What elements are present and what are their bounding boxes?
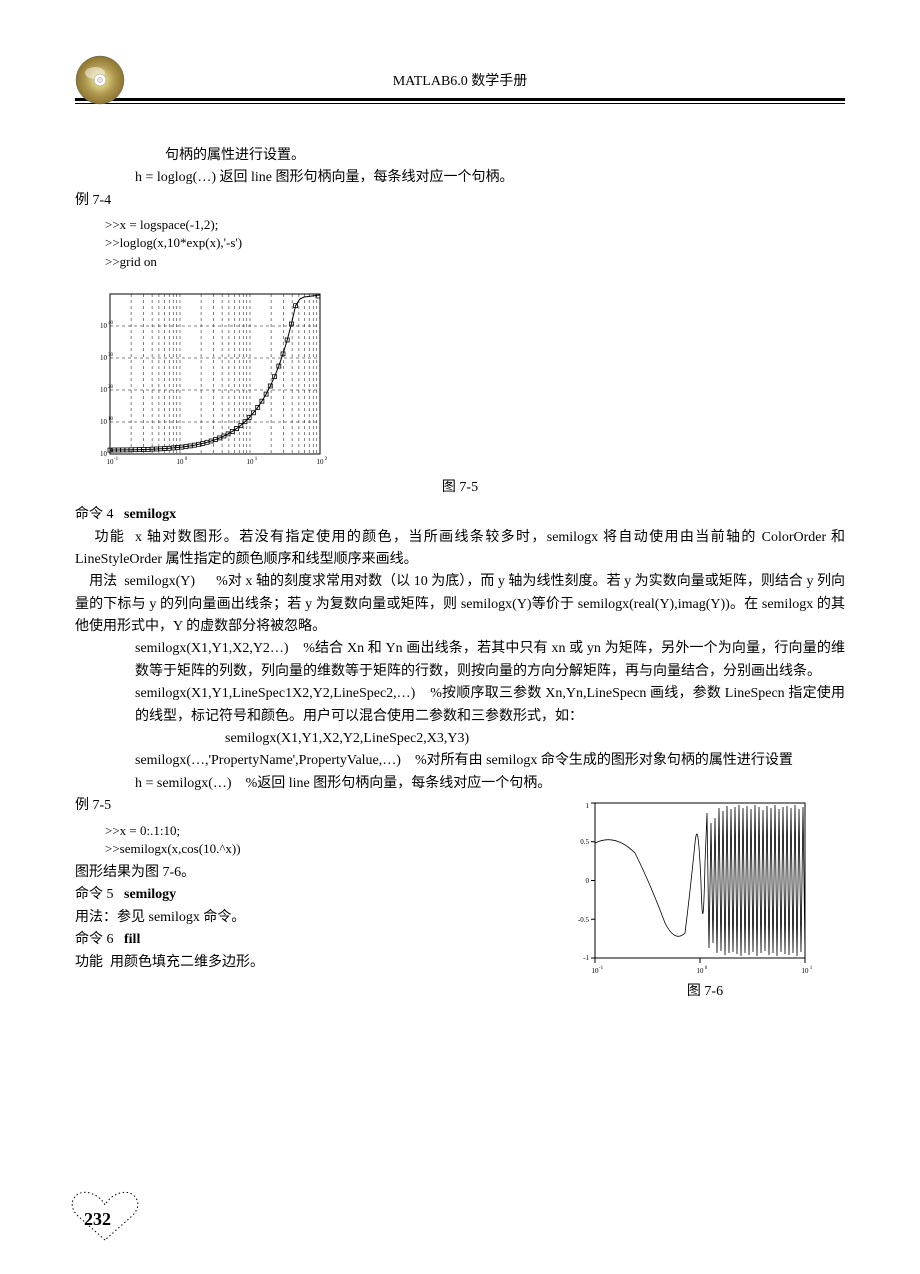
cmd4-label: 命令 4 (75, 507, 114, 522)
fig-7-5-chart: 10-1 100 101 102 100 1010 1020 1030 1040 (75, 286, 335, 471)
usage3-example: semilogx(X1,Y1,X2,Y2,LineSpec2,X3,Y3) (75, 728, 845, 750)
header-rule-thick (75, 98, 845, 101)
cmd5-name: semilogy (124, 887, 176, 902)
svg-text:10: 10 (107, 458, 115, 466)
usage5-cmd: h = semilogx(…) (135, 776, 232, 791)
svg-text:10: 10 (100, 354, 108, 362)
code-line: >>semilogx(x,cos(10.^x)) (105, 840, 545, 858)
svg-text:30: 30 (108, 353, 114, 358)
svg-text:20: 20 (108, 385, 114, 390)
example-7-5-label: 例 7-5 (75, 795, 545, 817)
usage-label: 用法 (89, 574, 117, 589)
usage3-cmd: semilogx(X1,Y1,LineSpec1X2,Y2,LineSpec2,… (135, 686, 415, 701)
svg-text:10: 10 (697, 967, 705, 975)
svg-text:10: 10 (802, 967, 810, 975)
svg-text:40: 40 (108, 321, 114, 326)
fig-7-5-caption: 图 7-5 (75, 477, 845, 499)
usage4-desc: %对所有由 semilogx 命令生成的图形对象句柄的属性进行设置 (415, 753, 793, 768)
cmd4-usage2: semilogx(X1,Y1,X2,Y2…) %结合 Xn 和 Yn 画出线条，… (75, 638, 845, 683)
usage2-cmd: semilogx(X1,Y1,X2,Y2…) (135, 641, 289, 656)
cmd4-name: semilogx (124, 507, 176, 522)
example-7-4-label: 例 7-4 (75, 190, 845, 212)
cmd6-heading: 命令 6 fill (75, 929, 545, 951)
cmd6-func-label: 功能 (75, 955, 103, 970)
code-line: >>x = 0:.1:10; (105, 822, 545, 840)
usage1-cmd: semilogx(Y) (124, 574, 195, 589)
page-number: 232 (84, 1209, 111, 1230)
figure-7-5: 10-1 100 101 102 100 1010 1020 1030 1040 (75, 286, 845, 499)
svg-text:10: 10 (592, 967, 600, 975)
cmd5-usage-text: 参见 semilogx 命令。 (117, 910, 245, 925)
svg-text:10: 10 (100, 418, 108, 426)
code-line: >>loglog(x,10*exp(x),'-s') (105, 234, 845, 252)
svg-text:10: 10 (317, 458, 325, 466)
svg-text:10: 10 (100, 386, 108, 394)
svg-text:10: 10 (177, 458, 185, 466)
example-7-4-code: >>x = logspace(-1,2); >>loglog(x,10*exp(… (75, 216, 845, 271)
cmd5-usage: 用法：参见 semilogx 命令。 (75, 907, 545, 929)
fig-7-6-chart: 10-1 100 101 -1 -0.5 0 0.5 1 (565, 795, 815, 975)
cmd4-func-text: x 轴对数图形。若没有指定使用的颜色，当所画线条较多时，semilogx 将自动… (75, 530, 845, 567)
svg-text:10: 10 (100, 322, 108, 330)
svg-text:-0.5: -0.5 (578, 916, 590, 924)
header-title: MATLAB6.0 数学手册 (75, 60, 845, 90)
cmd5-usage-label: 用法： (75, 910, 117, 925)
cont-line1: 句柄的属性进行设置。 (165, 145, 845, 167)
cmd4-usage5: h = semilogx(…) %返回 line 图形句柄向量，每条线对应一个句… (75, 773, 845, 795)
usage4-cmd: semilogx(…,'PropertyName',PropertyValue,… (135, 753, 401, 768)
cmd6-func: 功能 用颜色填充二维多边形。 (75, 952, 545, 974)
svg-text:0.5: 0.5 (580, 838, 589, 846)
cmd4-usage3: semilogx(X1,Y1,LineSpec1X2,Y2,LineSpec2,… (75, 683, 845, 728)
svg-text:-1: -1 (599, 966, 604, 971)
bottom-left-column: 例 7-5 >>x = 0:.1:10; >>semilogx(x,cos(10… (75, 795, 545, 974)
fig-7-6-caption: 图 7-6 (565, 981, 845, 1003)
cmd4-func: 功能 x 轴对数图形。若没有指定使用的颜色，当所画线条较多时，semilogx … (75, 527, 845, 572)
svg-text:10: 10 (108, 417, 114, 422)
example-7-5-result: 图形结果为图 7-6。 (75, 862, 545, 884)
bottom-two-column: 例 7-5 >>x = 0:.1:10; >>semilogx(x,cos(10… (75, 795, 845, 1003)
cmd6-name: fill (124, 932, 140, 947)
header-rule-thin (75, 103, 845, 104)
figure-7-6: 10-1 100 101 -1 -0.5 0 0.5 1 图 7-6 (565, 795, 845, 1003)
page: MATLAB6.0 数学手册 句柄的属性进行设置。 h = loglog(…) … (0, 0, 920, 1274)
cont-line2: h = loglog(…) 返回 line 图形句柄向量，每条线对应一个句柄。 (75, 167, 845, 189)
cmd5-heading: 命令 5 semilogy (75, 884, 545, 906)
code-line: >>grid on (105, 253, 845, 271)
cmd4-heading: 命令 4 semilogx (75, 504, 845, 526)
usage5-desc: %返回 line 图形句柄向量，每条线对应一个句柄。 (246, 776, 552, 791)
svg-text:0: 0 (586, 877, 590, 885)
svg-text:10: 10 (247, 458, 255, 466)
code-line: >>x = logspace(-1,2); (105, 216, 845, 234)
example-7-5-code: >>x = 0:.1:10; >>semilogx(x,cos(10.^x)) (75, 822, 545, 858)
svg-text:10: 10 (100, 450, 108, 458)
cmd5-label: 命令 5 (75, 887, 114, 902)
cmd6-func-text: 用颜色填充二维多边形。 (110, 955, 264, 970)
continuation-text: 句柄的属性进行设置。 (75, 145, 845, 167)
cmd4-usage4: semilogx(…,'PropertyName',PropertyValue,… (75, 750, 845, 772)
cmd6-label: 命令 6 (75, 932, 114, 947)
svg-text:1: 1 (586, 802, 590, 810)
svg-text:-1: -1 (583, 954, 589, 962)
page-content: 句柄的属性进行设置。 h = loglog(…) 返回 line 图形句柄向量，… (75, 145, 845, 1004)
svg-text:-1: -1 (114, 457, 119, 462)
cd-disc-icon (75, 55, 125, 105)
page-header: MATLAB6.0 数学手册 (75, 60, 845, 115)
func-label: 功能 (95, 530, 126, 545)
cmd4-usage1: 用法 semilogx(Y) %对 x 轴的刻度求常用对数（以 10 为底），而… (75, 571, 845, 638)
